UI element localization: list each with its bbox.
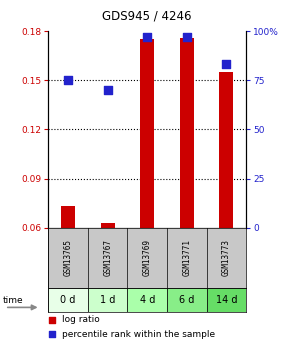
Text: GSM13765: GSM13765 — [64, 239, 73, 276]
Text: GSM13771: GSM13771 — [182, 239, 191, 276]
Text: GSM13769: GSM13769 — [143, 239, 152, 276]
Bar — [101, 223, 115, 228]
Text: GDS945 / 4246: GDS945 / 4246 — [102, 9, 191, 22]
Bar — [140, 39, 154, 228]
Bar — [207, 288, 246, 312]
Point — [66, 77, 71, 83]
Text: 1 d: 1 d — [100, 295, 115, 305]
Text: time: time — [3, 296, 23, 305]
Bar — [127, 288, 167, 312]
Text: 0 d: 0 d — [60, 295, 76, 305]
Point — [145, 34, 150, 40]
Point — [105, 87, 110, 93]
Bar — [61, 206, 75, 228]
Point — [181, 257, 185, 263]
Bar — [219, 72, 233, 228]
Point — [181, 124, 185, 130]
Point — [185, 34, 189, 40]
Text: percentile rank within the sample: percentile rank within the sample — [62, 330, 215, 339]
Text: GSM13767: GSM13767 — [103, 239, 112, 276]
Text: GSM13773: GSM13773 — [222, 239, 231, 276]
Text: 6 d: 6 d — [179, 295, 195, 305]
Bar — [167, 288, 207, 312]
Text: 14 d: 14 d — [216, 295, 237, 305]
Point — [224, 62, 229, 67]
Text: 4 d: 4 d — [139, 295, 155, 305]
Text: log ratio: log ratio — [62, 315, 100, 324]
Bar — [48, 288, 88, 312]
Bar — [180, 38, 194, 228]
Bar — [88, 288, 127, 312]
